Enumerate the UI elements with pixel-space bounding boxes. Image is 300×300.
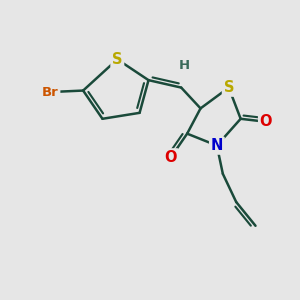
Text: H: H — [178, 59, 190, 72]
Text: S: S — [112, 52, 123, 67]
Text: N: N — [211, 138, 223, 153]
Text: O: O — [165, 150, 177, 165]
Text: S: S — [224, 80, 234, 95]
Text: O: O — [260, 114, 272, 129]
Text: Br: Br — [42, 85, 59, 98]
